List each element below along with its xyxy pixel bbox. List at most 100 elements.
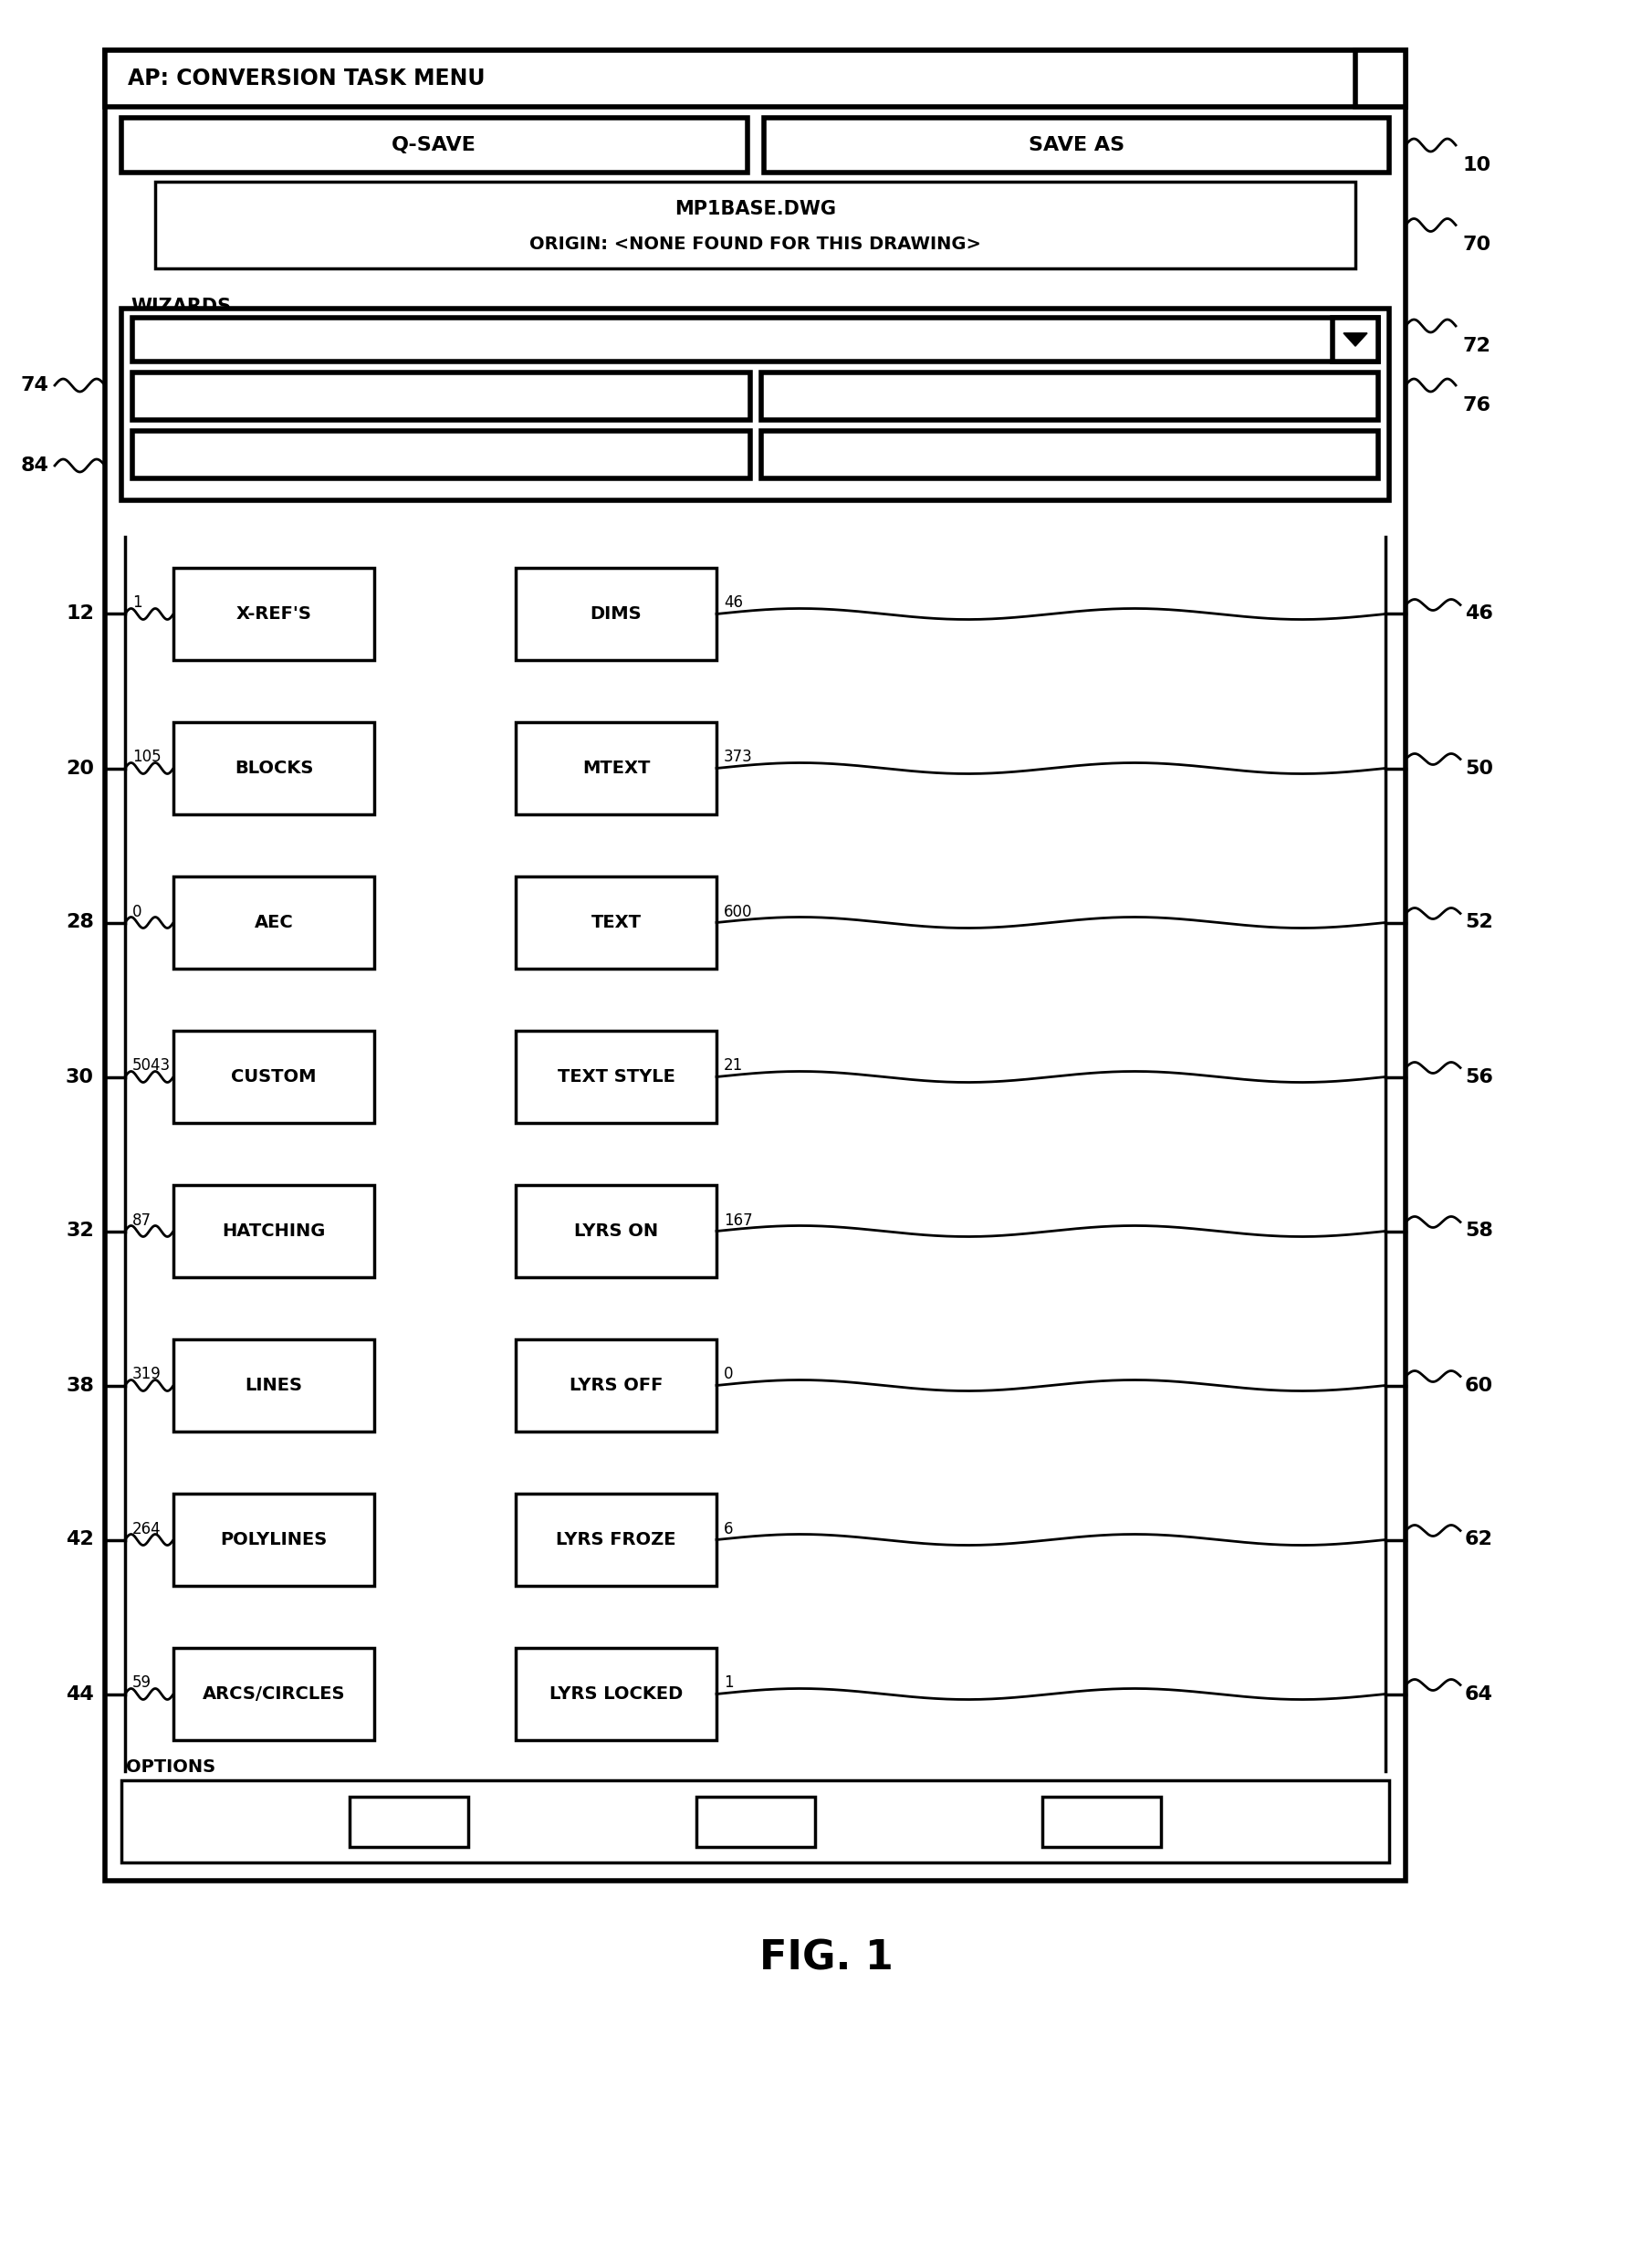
Text: LYRS OFF: LYRS OFF bbox=[570, 1378, 662, 1394]
Text: 70: 70 bbox=[1462, 236, 1490, 254]
Text: LYRS ON: LYRS ON bbox=[573, 1221, 657, 1240]
Text: 12: 12 bbox=[66, 605, 94, 623]
Text: 319: 319 bbox=[132, 1366, 162, 1382]
Bar bbox=[349, 1797, 468, 1847]
Text: RUN WIZARD PROFILE: RUN WIZARD PROFILE bbox=[340, 446, 542, 462]
Text: 46: 46 bbox=[1465, 605, 1493, 623]
Text: 50: 50 bbox=[1465, 759, 1493, 777]
Text: 64: 64 bbox=[1465, 1686, 1493, 1704]
Text: TEXT STYLE: TEXT STYLE bbox=[557, 1067, 676, 1085]
Text: MTEXT: MTEXT bbox=[582, 759, 649, 777]
Bar bbox=[515, 1031, 717, 1124]
Text: AP: CONVERSION TASK MENU: AP: CONVERSION TASK MENU bbox=[127, 68, 486, 88]
Text: 74: 74 bbox=[20, 376, 48, 394]
Bar bbox=[1333, 317, 1378, 363]
Bar bbox=[173, 1493, 375, 1586]
Bar bbox=[763, 118, 1389, 172]
Text: 62: 62 bbox=[1465, 1530, 1493, 1550]
Text: 373: 373 bbox=[724, 750, 753, 766]
Text: 76: 76 bbox=[1462, 397, 1490, 415]
Bar bbox=[173, 569, 375, 659]
Text: 87: 87 bbox=[132, 1212, 152, 1228]
Text: 38: 38 bbox=[66, 1375, 94, 1394]
Text: 0: 0 bbox=[724, 1366, 733, 1382]
Text: 167: 167 bbox=[724, 1212, 753, 1228]
Text: POLYLINES: POLYLINES bbox=[220, 1532, 327, 1548]
Text: AEC: AEC bbox=[254, 913, 294, 931]
Bar bbox=[121, 118, 747, 172]
Text: EXIT: EXIT bbox=[1079, 1813, 1125, 1831]
Text: 105: 105 bbox=[132, 750, 162, 766]
Bar bbox=[121, 1781, 1389, 1863]
Text: HELP: HELP bbox=[382, 1813, 436, 1831]
Bar bbox=[760, 431, 1378, 478]
Bar bbox=[121, 308, 1389, 501]
Text: Q-SAVE: Q-SAVE bbox=[392, 136, 477, 154]
Text: 72: 72 bbox=[1462, 338, 1490, 356]
Text: 30: 30 bbox=[66, 1067, 94, 1085]
Bar bbox=[695, 1797, 814, 1847]
Bar bbox=[173, 1185, 375, 1278]
Text: X: X bbox=[1373, 70, 1388, 88]
Text: 42: 42 bbox=[66, 1530, 94, 1550]
Text: DIMS: DIMS bbox=[590, 605, 643, 623]
Text: 58: 58 bbox=[1465, 1221, 1493, 1240]
Text: 6: 6 bbox=[724, 1520, 733, 1536]
Text: 20: 20 bbox=[66, 759, 94, 777]
Text: 46: 46 bbox=[724, 594, 743, 612]
Bar bbox=[515, 877, 717, 970]
Text: MP1BASE.DWG: MP1BASE.DWG bbox=[674, 199, 836, 218]
Text: BLOCKS: BLOCKS bbox=[235, 759, 314, 777]
Text: HATCHING: HATCHING bbox=[221, 1221, 325, 1240]
Text: 1: 1 bbox=[724, 1675, 733, 1690]
Bar bbox=[515, 569, 717, 659]
Text: OPTIONS: OPTIONS bbox=[126, 1758, 215, 1777]
Bar bbox=[106, 50, 1406, 107]
Text: CUSTOM: CUSTOM bbox=[231, 1067, 317, 1085]
Text: 60: 60 bbox=[1465, 1375, 1493, 1394]
Text: WIZARDS: WIZARDS bbox=[131, 297, 231, 315]
Bar bbox=[155, 181, 1355, 267]
Bar bbox=[515, 1185, 717, 1278]
Polygon shape bbox=[1343, 333, 1368, 347]
Text: 56: 56 bbox=[1465, 1067, 1493, 1085]
Text: PURGE: PURGE bbox=[719, 1813, 791, 1831]
Bar bbox=[173, 1647, 375, 1740]
Text: 10: 10 bbox=[1462, 156, 1490, 174]
Text: 21: 21 bbox=[724, 1058, 743, 1074]
Text: X-REF'S: X-REF'S bbox=[236, 605, 312, 623]
Bar bbox=[760, 372, 1378, 419]
Text: 28: 28 bbox=[66, 913, 94, 931]
Bar bbox=[515, 1339, 717, 1432]
Bar bbox=[132, 431, 750, 478]
Text: CREATE WIZARD PROFILE: CREATE WIZARD PROFILE bbox=[324, 387, 558, 403]
Text: 264: 264 bbox=[132, 1520, 162, 1536]
Bar bbox=[1355, 50, 1406, 107]
Text: 600: 600 bbox=[724, 904, 753, 920]
Text: 5043: 5043 bbox=[132, 1058, 170, 1074]
Bar bbox=[1042, 1797, 1161, 1847]
Text: 59: 59 bbox=[132, 1675, 152, 1690]
Bar bbox=[132, 317, 1378, 363]
Text: LYRS FROZE: LYRS FROZE bbox=[557, 1532, 676, 1548]
Bar bbox=[515, 723, 717, 813]
Text: BUILD WIZARD PROFILE: BUILD WIZARD PROFILE bbox=[960, 387, 1180, 403]
Text: LYRS LOCKED: LYRS LOCKED bbox=[550, 1686, 682, 1702]
Bar bbox=[106, 50, 1406, 1881]
Text: 84: 84 bbox=[20, 455, 48, 476]
Text: 32: 32 bbox=[66, 1221, 94, 1240]
Bar bbox=[173, 877, 375, 970]
Text: 0: 0 bbox=[132, 904, 142, 920]
Text: 44: 44 bbox=[66, 1686, 94, 1704]
Text: 52: 52 bbox=[1465, 913, 1493, 931]
Bar bbox=[515, 1647, 717, 1740]
Text: <NONE FOUND FOR THIS DRAWING>: <NONE FOUND FOR THIS DRAWING> bbox=[145, 331, 514, 349]
Bar bbox=[173, 1031, 375, 1124]
Text: WIZARD MANAGER: WIZARD MANAGER bbox=[983, 446, 1156, 462]
Text: 1: 1 bbox=[132, 594, 142, 612]
Text: ORIGIN: <NONE FOUND FOR THIS DRAWING>: ORIGIN: <NONE FOUND FOR THIS DRAWING> bbox=[529, 236, 981, 254]
Text: TEXT: TEXT bbox=[591, 913, 641, 931]
Text: SAVE AS: SAVE AS bbox=[1028, 136, 1125, 154]
Bar bbox=[515, 1493, 717, 1586]
Bar bbox=[173, 1339, 375, 1432]
